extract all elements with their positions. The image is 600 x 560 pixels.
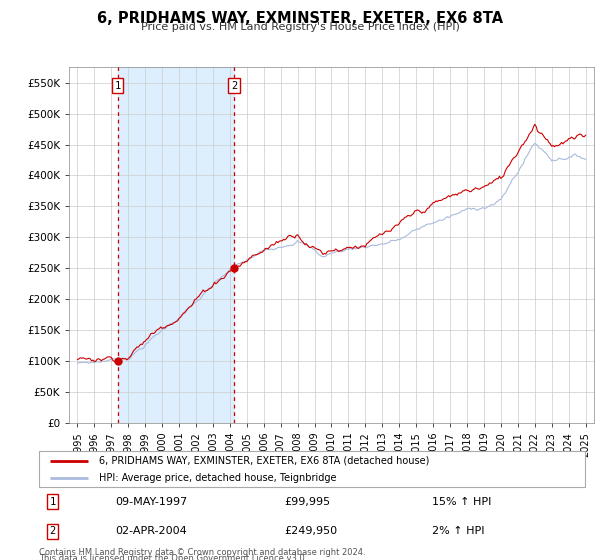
Text: 1: 1 bbox=[115, 81, 121, 91]
FancyBboxPatch shape bbox=[39, 451, 585, 487]
Text: 2% ↑ HPI: 2% ↑ HPI bbox=[432, 526, 485, 536]
Text: HPI: Average price, detached house, Teignbridge: HPI: Average price, detached house, Teig… bbox=[99, 473, 337, 483]
Text: 6, PRIDHAMS WAY, EXMINSTER, EXETER, EX6 8TA: 6, PRIDHAMS WAY, EXMINSTER, EXETER, EX6 … bbox=[97, 11, 503, 26]
Text: 2: 2 bbox=[50, 526, 56, 536]
Text: £249,950: £249,950 bbox=[285, 526, 338, 536]
Text: 6, PRIDHAMS WAY, EXMINSTER, EXETER, EX6 8TA (detached house): 6, PRIDHAMS WAY, EXMINSTER, EXETER, EX6 … bbox=[99, 456, 430, 465]
Text: This data is licensed under the Open Government Licence v3.0.: This data is licensed under the Open Gov… bbox=[39, 554, 307, 560]
Text: 15% ↑ HPI: 15% ↑ HPI bbox=[432, 497, 491, 507]
Text: £99,995: £99,995 bbox=[285, 497, 331, 507]
Text: 02-APR-2004: 02-APR-2004 bbox=[115, 526, 187, 536]
Text: Price paid vs. HM Land Registry's House Price Index (HPI): Price paid vs. HM Land Registry's House … bbox=[140, 22, 460, 32]
Bar bbox=[118, 67, 234, 423]
Text: 2: 2 bbox=[231, 81, 237, 91]
Text: Contains HM Land Registry data © Crown copyright and database right 2024.: Contains HM Land Registry data © Crown c… bbox=[39, 548, 365, 557]
Text: 1: 1 bbox=[50, 497, 56, 507]
Text: 09-MAY-1997: 09-MAY-1997 bbox=[115, 497, 188, 507]
